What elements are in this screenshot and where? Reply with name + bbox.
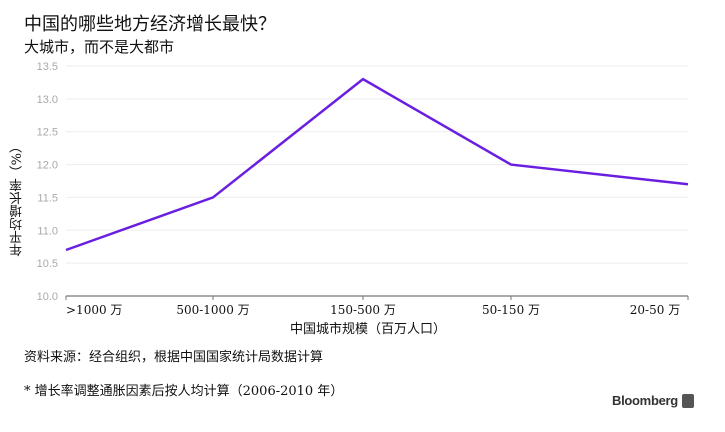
y-tick-label: 11.5	[37, 192, 58, 204]
y-tick-label: 13.0	[37, 94, 58, 106]
y-tick-label: 10.0	[37, 291, 58, 303]
bloomberg-logo: Bloomberg	[612, 393, 678, 408]
x-tick-label: >1000 万	[66, 303, 122, 317]
chart-subtitle: 大城市，而不是大都市	[24, 38, 175, 56]
x-tick-label: 50-150 万	[482, 303, 540, 317]
y-tick-label: 11.0	[37, 225, 58, 237]
y-tick-label: 12.0	[37, 160, 58, 172]
x-tick-label: 500-1000 万	[176, 303, 249, 317]
chart-title: 中国的哪些地方经济增长最快？	[24, 14, 276, 35]
x-tick-label: 150-500 万	[330, 303, 396, 317]
x-tick-label: 20-50 万	[630, 303, 680, 317]
y-tick-label: 12.5	[37, 127, 58, 139]
footnote: * 增长率调整通胀因素后按人均计算（2006-2010 年）	[24, 384, 344, 399]
y-tick-label: 10.5	[37, 258, 58, 270]
x-axis-label: 中国城市规模（百万人口）	[290, 322, 447, 337]
source-note: 资料来源：经合组织，根据中国国家统计局数据计算	[24, 350, 324, 365]
y-tick-label: 13.5	[37, 61, 58, 73]
bloomberg-logo-icon	[682, 394, 694, 408]
